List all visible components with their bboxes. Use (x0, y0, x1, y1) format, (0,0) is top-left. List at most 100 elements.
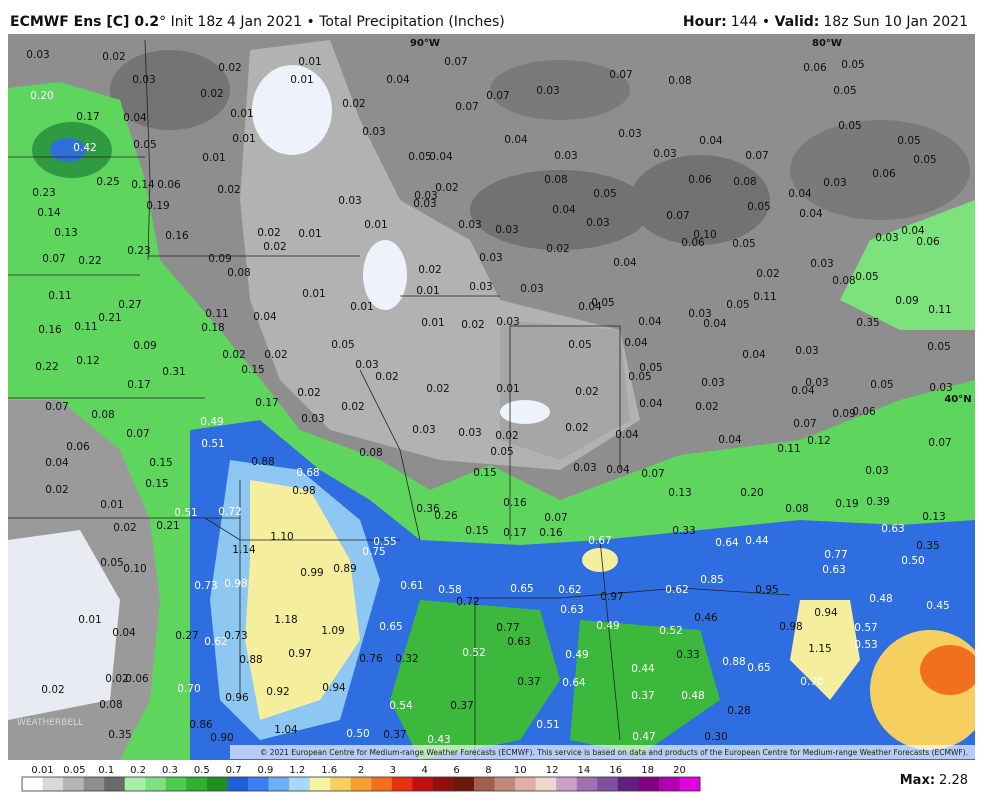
precip-value: 0.17 (127, 379, 150, 391)
precip-value: 0.27 (175, 630, 198, 642)
legend-tick-label: 18 (641, 765, 654, 776)
precip-value: 0.04 (429, 151, 453, 163)
legend-swatch (597, 777, 619, 791)
precip-value: 0.64 (562, 677, 586, 689)
precip-value: 0.01 (78, 614, 101, 626)
precip-value: 0.77 (824, 549, 847, 561)
precip-value: 0.03 (132, 74, 155, 86)
precip-value: 0.65 (510, 583, 533, 595)
precip-value: 0.30 (704, 731, 727, 743)
precip-value: 0.02 (222, 349, 245, 361)
legend-tick-label: 20 (673, 765, 686, 776)
precip-value: 0.04 (504, 134, 528, 146)
precip-value: 0.09 (895, 295, 918, 307)
precip-value: 0.95 (755, 584, 778, 596)
grid-label: 80°W (812, 38, 842, 49)
precip-value: 0.50 (901, 555, 924, 567)
legend-tick-label: 3 (390, 765, 396, 776)
precip-value: 1.18 (274, 614, 297, 626)
legend-swatch (268, 777, 290, 791)
precip-value: 0.02 (575, 386, 598, 398)
precip-value: 0.07 (928, 437, 951, 449)
precip-value: 0.70 (177, 683, 200, 695)
legend-tick-label: 16 (609, 765, 622, 776)
precip-value: 0.13 (54, 227, 77, 239)
precip-value: 0.55 (373, 536, 396, 548)
precip-value: 0.63 (881, 523, 904, 535)
legend-swatch (350, 777, 372, 791)
legend-tick-label: 0.05 (63, 765, 85, 776)
legend-tick-label: 0.2 (130, 765, 146, 776)
precip-value: 0.07 (793, 418, 816, 430)
precip-value: 0.35 (856, 317, 879, 329)
precip-value: 0.07 (641, 468, 664, 480)
precip-value: 0.02 (41, 684, 64, 696)
precip-value: 0.09 (133, 340, 156, 352)
precip-value: 0.03 (929, 382, 952, 394)
precip-value: 0.03 (573, 462, 596, 474)
precip-value: 0.92 (266, 686, 289, 698)
precip-value: 0.01 (232, 133, 255, 145)
legend-tick-label: 0.3 (162, 765, 178, 776)
precip-value: 0.03 (688, 308, 711, 320)
precip-value: 0.03 (701, 377, 724, 389)
precip-value: 0.05 (628, 371, 651, 383)
legend-tick-label: 8 (485, 765, 491, 776)
precip-value: 0.04 (699, 135, 723, 147)
precip-value: 0.05 (732, 238, 755, 250)
precip-value: 0.08 (359, 447, 382, 459)
precip-value: 0.02 (375, 371, 398, 383)
precip-value: 0.02 (435, 182, 458, 194)
precip-value: 0.03 (810, 258, 833, 270)
legend-swatch (248, 777, 270, 791)
precip-value: 0.52 (462, 647, 485, 659)
precip-value: 0.03 (520, 283, 543, 295)
precip-value: 0.04 (552, 204, 576, 216)
precip-value: 0.63 (560, 604, 583, 616)
precip-value: 0.02 (495, 430, 518, 442)
legend-swatch (145, 777, 167, 791)
precip-value: 0.03 (362, 126, 385, 138)
grid-label: 40°N (944, 394, 971, 405)
precip-value: 0.04 (703, 318, 727, 330)
precip-value: 0.03 (413, 198, 436, 210)
precip-value: 0.04 (253, 311, 277, 323)
precip-value: 0.11 (928, 304, 951, 316)
precip-value: 0.05 (870, 379, 893, 391)
legend-swatch (83, 777, 105, 791)
precip-value: 0.15 (241, 364, 264, 376)
precip-value: 0.07 (666, 210, 689, 222)
legend-tick-label: 12 (546, 765, 559, 776)
precip-value: 0.01 (298, 228, 321, 240)
legend-swatch (63, 777, 85, 791)
precip-value: 0.23 (32, 187, 55, 199)
precip-value: 0.27 (118, 299, 141, 311)
precip-value: 0.01 (421, 317, 444, 329)
precip-value: 0.03 (26, 49, 49, 61)
precip-value: 0.01 (416, 285, 439, 297)
legend-swatch (535, 777, 557, 791)
precip-value: 0.19 (146, 200, 169, 212)
precip-value: 0.35 (916, 540, 939, 552)
precip-value: 0.06 (66, 441, 90, 453)
precip-value: 0.48 (681, 690, 704, 702)
legend-swatch (515, 777, 537, 791)
logo: WEATHERBELL (17, 718, 83, 728)
precip-value: 0.05 (927, 341, 950, 353)
precip-value: 0.03 (865, 465, 888, 477)
precip-value: 0.68 (296, 467, 319, 479)
precip-value: 0.17 (503, 527, 526, 539)
precip-value: 0.18 (201, 322, 224, 334)
precip-value: 0.05 (726, 299, 749, 311)
precip-value: 0.03 (875, 232, 898, 244)
precip-value: 0.06 (852, 406, 876, 418)
legend-swatch (617, 777, 639, 791)
legend-swatch (494, 777, 516, 791)
precip-value: 0.11 (74, 321, 97, 333)
precip-value: 0.16 (38, 324, 62, 336)
precip-value: 0.98 (224, 578, 247, 590)
precip-value: 0.37 (450, 700, 473, 712)
precip-value: 0.03 (653, 148, 676, 160)
precip-value: 0.04 (613, 257, 637, 269)
